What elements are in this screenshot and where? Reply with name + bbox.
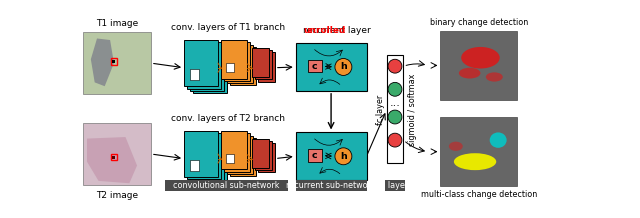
- Text: T2 image: T2 image: [96, 191, 138, 200]
- Text: h: h: [340, 63, 347, 72]
- Circle shape: [335, 58, 352, 75]
- Circle shape: [335, 148, 352, 165]
- Bar: [296, 132, 367, 180]
- Ellipse shape: [461, 47, 500, 68]
- Bar: [440, 31, 517, 100]
- Bar: [193, 47, 227, 93]
- Bar: [227, 136, 253, 174]
- Text: c: c: [312, 62, 317, 71]
- Bar: [230, 138, 257, 176]
- Bar: [190, 69, 200, 80]
- Bar: [190, 160, 200, 171]
- Text: recurrent sub-network: recurrent sub-network: [286, 181, 376, 190]
- Bar: [221, 131, 247, 169]
- Bar: [111, 154, 117, 160]
- Bar: [308, 149, 322, 162]
- Text: unrolled: unrolled: [303, 26, 346, 35]
- Bar: [387, 55, 403, 163]
- Bar: [440, 117, 517, 186]
- Ellipse shape: [454, 153, 496, 170]
- Bar: [230, 47, 257, 85]
- Text: binary change detection: binary change detection: [430, 18, 528, 27]
- Text: fc layer: fc layer: [376, 95, 385, 125]
- Bar: [224, 133, 250, 172]
- Bar: [83, 123, 151, 185]
- Ellipse shape: [459, 68, 481, 78]
- Circle shape: [388, 133, 402, 147]
- Bar: [296, 180, 367, 191]
- Ellipse shape: [486, 72, 503, 82]
- Bar: [190, 136, 224, 182]
- Polygon shape: [91, 39, 114, 86]
- Circle shape: [388, 110, 402, 124]
- Ellipse shape: [449, 142, 463, 151]
- Text: ...: ...: [390, 98, 401, 108]
- Bar: [252, 48, 269, 77]
- Polygon shape: [87, 137, 137, 183]
- Bar: [227, 63, 234, 72]
- Bar: [83, 32, 151, 94]
- Bar: [308, 60, 322, 72]
- Circle shape: [388, 82, 402, 96]
- Text: T1 image: T1 image: [96, 19, 138, 29]
- Bar: [221, 40, 247, 78]
- Bar: [224, 42, 250, 81]
- Text: convolutional sub-network: convolutional sub-network: [173, 181, 280, 190]
- Text: multi-class change detection: multi-class change detection: [420, 190, 537, 199]
- Bar: [184, 40, 218, 86]
- Bar: [193, 138, 227, 184]
- Bar: [184, 131, 218, 177]
- Ellipse shape: [490, 132, 507, 148]
- Bar: [258, 143, 275, 172]
- Bar: [113, 155, 115, 159]
- Bar: [187, 133, 221, 179]
- Bar: [227, 45, 253, 83]
- Bar: [255, 141, 272, 170]
- Text: fc layers: fc layers: [378, 181, 412, 190]
- Bar: [385, 180, 405, 191]
- Text: c: c: [312, 151, 317, 160]
- Bar: [227, 154, 234, 163]
- Text: conv. layers of T1 branch: conv. layers of T1 branch: [171, 23, 285, 32]
- Text: sigmoid / softmax: sigmoid / softmax: [408, 74, 417, 146]
- Bar: [111, 58, 117, 65]
- Circle shape: [388, 59, 402, 73]
- Text: recurrent layer: recurrent layer: [303, 26, 371, 35]
- Bar: [258, 52, 275, 82]
- Text: h: h: [340, 152, 347, 161]
- Bar: [255, 50, 272, 79]
- Bar: [187, 42, 221, 89]
- Text: conv. layers of T2 branch: conv. layers of T2 branch: [171, 114, 285, 123]
- Bar: [296, 43, 367, 91]
- Bar: [164, 180, 288, 191]
- Bar: [252, 139, 269, 168]
- Bar: [190, 45, 224, 91]
- Bar: [113, 60, 115, 63]
